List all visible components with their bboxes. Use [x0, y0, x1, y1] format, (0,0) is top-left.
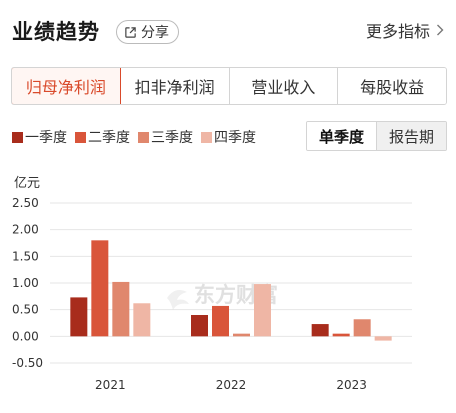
period-single-quarter-button[interactable]: 单季度: [307, 122, 377, 150]
y-tick-label: -0.50: [12, 356, 43, 370]
grid-layer: [50, 202, 412, 364]
bar-2021-q1: [70, 297, 88, 337]
legend-swatch-q1: [12, 131, 23, 143]
bar-2021-q2: [91, 240, 109, 337]
bar-2021-q3: [112, 281, 130, 337]
bar-2022-q3: [233, 333, 250, 337]
tab-revenue[interactable]: 营业收入: [229, 68, 339, 104]
legend-item-q3[interactable]: 三季度: [138, 127, 193, 147]
legend-item-q1[interactable]: 一季度: [12, 127, 67, 147]
chart-legend: 一季度 二季度 三季度 四季度: [12, 127, 258, 147]
x-tick-label: 2023: [336, 378, 367, 392]
bar-2023-q1: [311, 324, 329, 337]
y-tick-label: 0.50: [12, 303, 39, 317]
legend-label-q4: 四季度: [214, 130, 256, 146]
x-tick-label: 2021: [95, 378, 126, 392]
y-tick-label: 0.00: [12, 329, 39, 343]
share-label: 分享: [141, 25, 169, 41]
period-toggle: 单季度 报告期: [306, 121, 447, 151]
legend-label-q2: 二季度: [88, 130, 130, 146]
share-icon: [125, 26, 136, 38]
y-tick-label: 1.50: [12, 249, 39, 263]
bar-2021-q4: [133, 303, 151, 337]
header: 业绩趋势 分享 更多指标: [12, 14, 444, 48]
chevron-right-icon: [437, 24, 444, 36]
x-tick-label: 2022: [216, 378, 247, 392]
more-metrics-label: 更多指标: [365, 22, 430, 41]
bar-2023-q3: [353, 319, 371, 337]
legend-swatch-q2: [75, 131, 86, 143]
metric-tabs: 归母净利润 扣非净利润 营业收入 每股收益: [11, 67, 447, 105]
tab-net-profit[interactable]: 归母净利润: [12, 68, 121, 104]
y-tick-label: 2.50: [12, 196, 39, 210]
bar-2022-q2: [212, 305, 229, 337]
bar-2022-q4: [254, 284, 271, 337]
labels-layer: 2.50 2.00 1.50 1.00 0.50 0.00 -0.50 2021 2022 202…: [12, 196, 367, 392]
legend-label-q1: 一季度: [25, 130, 67, 146]
page-title: 业绩趋势: [12, 20, 100, 44]
bar-2023-q4: [374, 336, 392, 341]
more-metrics-link[interactable]: 更多指标: [366, 18, 444, 42]
bar-2022-q1: [191, 315, 208, 337]
legend-label-q3: 三季度: [151, 130, 193, 146]
y-axis-unit: 亿元: [14, 176, 41, 191]
bars-layer: [70, 240, 392, 341]
tab-eps[interactable]: 每股收益: [338, 68, 446, 104]
legend-swatch-q3: [138, 131, 149, 143]
share-button[interactable]: 分享: [116, 20, 179, 44]
bar-2023-q2: [332, 333, 350, 337]
legend-item-q2[interactable]: 二季度: [75, 127, 130, 147]
legend-item-q4[interactable]: 四季度: [201, 127, 256, 147]
tab-adjusted-net-profit[interactable]: 扣非净利润: [120, 68, 230, 104]
y-tick-label: 1.00: [12, 276, 39, 290]
legend-swatch-q4: [201, 131, 212, 143]
period-report-button[interactable]: 报告期: [377, 122, 446, 150]
y-tick-label: 2.00: [12, 223, 39, 237]
